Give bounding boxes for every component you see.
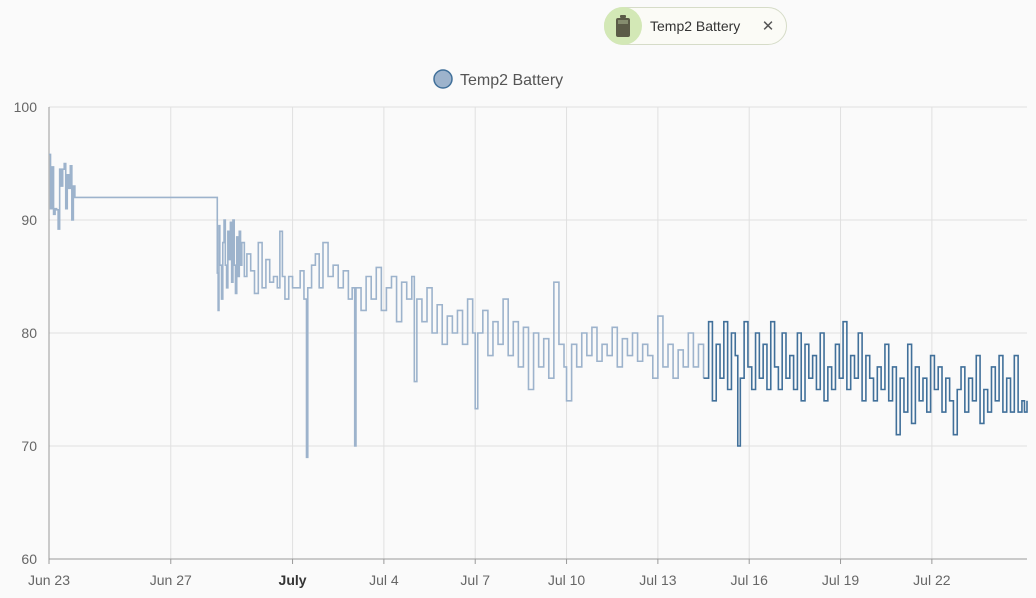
chip-label: Temp2 Battery <box>650 18 741 34</box>
axes: 60 70 80 90 100 Jun 23 Jun 27 July Jul 4 Jul 7 Jul… <box>14 99 1027 588</box>
x-tick-label: Jun 27 <box>150 572 192 588</box>
battery-icon <box>604 7 642 45</box>
x-tick-label: Jul 4 <box>369 572 399 588</box>
x-tick-label: Jul 7 <box>460 572 490 588</box>
legend-label[interactable]: Temp2 Battery <box>460 72 563 89</box>
y-tick-label: 60 <box>21 551 37 567</box>
y-tick-label: 90 <box>21 212 37 228</box>
entity-chip[interactable]: Temp2 Battery ✕ <box>604 7 787 45</box>
x-tick-label: Jul 19 <box>822 572 860 588</box>
x-tick-label: July <box>279 572 307 588</box>
legend-swatch[interactable] <box>433 69 453 89</box>
x-tick-label: Jul 16 <box>731 572 769 588</box>
x-tick-label: Jul 10 <box>548 572 586 588</box>
x-tick-label: Jul 22 <box>913 572 951 588</box>
legend[interactable]: Temp2 Battery <box>433 69 563 89</box>
x-tick-label: Jul 13 <box>639 572 677 588</box>
y-tick-label: 80 <box>21 325 37 341</box>
y-tick-label: 70 <box>21 438 37 454</box>
y-tick-label: 100 <box>14 99 38 115</box>
close-icon[interactable]: ✕ <box>761 18 775 35</box>
series-line-temp2-battery-highlight <box>703 320 1028 447</box>
x-tick-label: Jun 23 <box>28 572 70 588</box>
series-line-temp2-battery <box>49 153 705 459</box>
series-layer <box>49 153 1028 459</box>
